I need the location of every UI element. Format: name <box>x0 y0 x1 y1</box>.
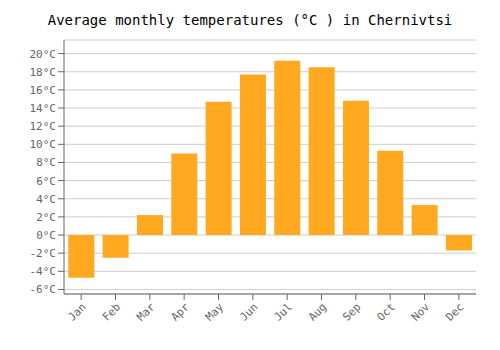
svg-text:-6°C: -6°C <box>30 283 57 296</box>
svg-text:2°C: 2°C <box>36 211 56 224</box>
svg-text:18°C: 18°C <box>30 66 57 79</box>
svg-text:-2°C: -2°C <box>30 247 57 260</box>
svg-text:8°C: 8°C <box>36 156 56 169</box>
svg-text:12°C: 12°C <box>30 120 57 133</box>
svg-text:Sep: Sep <box>340 300 363 323</box>
svg-text:Aug: Aug <box>306 300 329 323</box>
svg-text:Nov: Nov <box>409 300 433 324</box>
svg-text:Mar: Mar <box>134 300 158 324</box>
svg-text:Dec: Dec <box>443 300 466 323</box>
svg-text:Feb: Feb <box>100 300 123 323</box>
svg-text:Apr: Apr <box>169 300 193 324</box>
svg-text:Jul: Jul <box>272 300 295 323</box>
svg-text:10°C: 10°C <box>30 138 57 151</box>
svg-text:20°C: 20°C <box>30 48 57 61</box>
svg-text:6°C: 6°C <box>36 175 56 188</box>
svg-text:0°C: 0°C <box>36 229 56 242</box>
svg-text:14°C: 14°C <box>30 102 57 115</box>
svg-text:Jun: Jun <box>237 300 260 323</box>
svg-text:4°C: 4°C <box>36 193 56 206</box>
svg-text:16°C: 16°C <box>30 84 57 97</box>
html-text:Average monthly temperatures (: Average monthly temperatures (°C ) in Ch… <box>47 12 453 28</box>
svg-text:-4°C: -4°C <box>30 265 57 278</box>
svg-text:May: May <box>203 300 227 324</box>
svg-text:Jan: Jan <box>66 300 89 323</box>
svg-text:Oct: Oct <box>375 300 398 323</box>
